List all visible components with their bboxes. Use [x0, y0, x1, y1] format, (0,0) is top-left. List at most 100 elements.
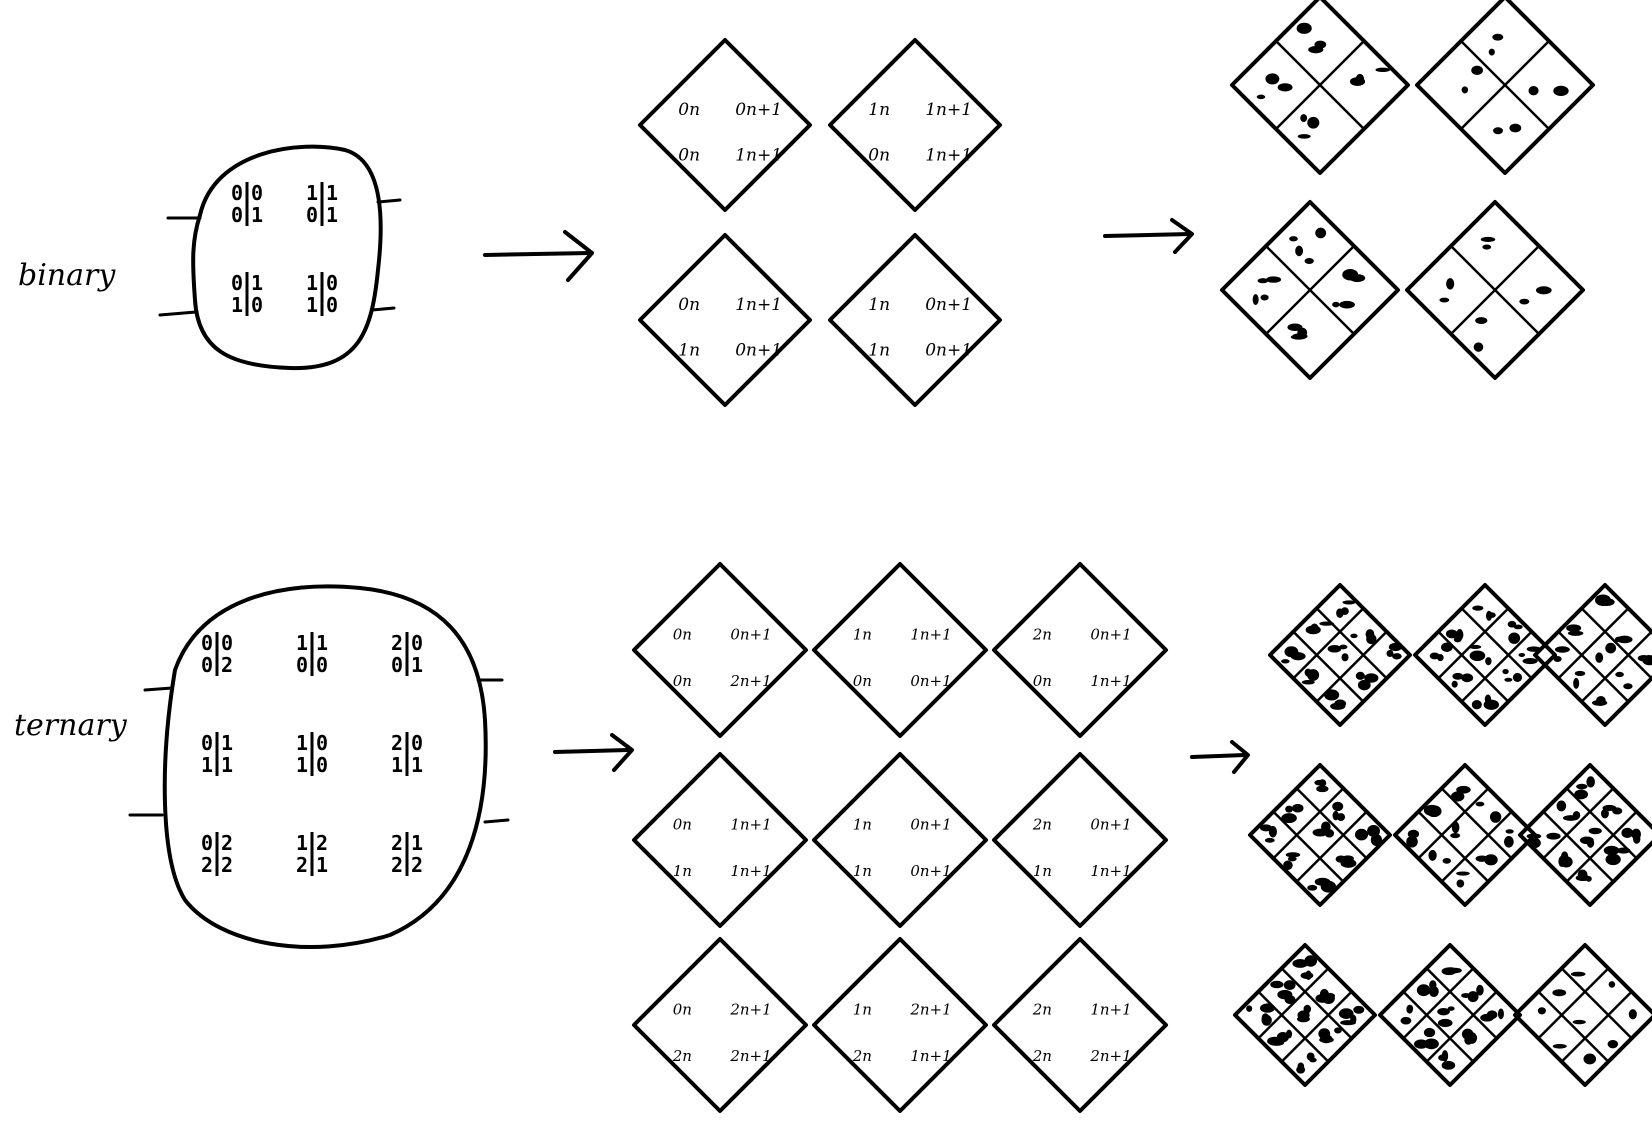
- ink-mark: [1349, 274, 1366, 283]
- ink-mark: [1277, 83, 1293, 92]
- ink-mark: [1270, 980, 1284, 989]
- ink-mark: [1292, 959, 1308, 968]
- ink-mark: [1507, 620, 1517, 628]
- ink-mark: [1576, 783, 1588, 790]
- tile-label-left: 0n: [673, 672, 692, 690]
- diamond-tile: 1n 0n+1 1n 0n+1: [812, 752, 988, 928]
- tile-outline: [638, 233, 812, 407]
- ink-mark: [1482, 244, 1492, 250]
- rule-digit-br: 0: [316, 653, 328, 677]
- tile-label-left: 1n: [678, 341, 700, 361]
- ink-mark: [1574, 789, 1589, 800]
- ink-mark: [1456, 871, 1470, 876]
- ink-mark: [1307, 884, 1318, 891]
- ink-mark: [1456, 629, 1464, 641]
- ink-mark: [1305, 625, 1321, 635]
- ink-mark: [1493, 127, 1503, 135]
- ink-mark: [1441, 642, 1453, 652]
- ternary-compound-tiles: [1233, 583, 1652, 1087]
- ink-mark: [1338, 1008, 1354, 1019]
- tile-label-left: 0n: [1033, 672, 1052, 690]
- ink-mark: [1442, 857, 1451, 864]
- ink-mark: [1260, 294, 1269, 301]
- ink-mark: [1497, 1008, 1504, 1020]
- ink-mark: [1300, 114, 1308, 123]
- ink-mark: [1518, 652, 1526, 657]
- ink-mark: [1567, 630, 1584, 636]
- ink-mark: [1572, 1019, 1586, 1025]
- diamond-tile: 0n 2n+1 2n 2n+1: [632, 937, 808, 1113]
- ink-mark: [1364, 673, 1379, 683]
- compound-outline: [1230, 0, 1410, 175]
- ink-mark: [1631, 828, 1641, 840]
- tile-label-right: 1n+1: [925, 100, 972, 120]
- grid-line: [1425, 967, 1498, 1040]
- tile-label-left: 1n: [1033, 862, 1052, 880]
- ink-mark: [1281, 659, 1290, 664]
- grid-line: [1280, 967, 1353, 1040]
- diamond-tile: 0n 0n+1 0n 2n+1: [632, 562, 808, 738]
- ink-mark: [1332, 301, 1340, 308]
- rule-digit-br: 1: [411, 753, 423, 777]
- grid-line: [1295, 787, 1368, 860]
- grid-line: [1537, 967, 1610, 1040]
- grid-line: [1460, 630, 1533, 703]
- ink-mark: [1301, 680, 1315, 685]
- rule-digit-bl: 1: [201, 753, 213, 777]
- arrow-right-icon: [1190, 740, 1250, 774]
- grid-line: [1417, 810, 1490, 883]
- ink-mark: [1342, 600, 1356, 605]
- ink-mark: [1304, 258, 1314, 265]
- compound-tile: [1378, 943, 1522, 1087]
- ink-mark: [1446, 278, 1455, 290]
- binary-out-wire-top: [376, 198, 402, 204]
- ink-mark: [1535, 286, 1552, 295]
- tile-outline: [828, 38, 1002, 212]
- rule-digit-br: 0: [251, 293, 263, 317]
- ink-mark: [1502, 668, 1509, 675]
- ink-mark: [1469, 650, 1486, 662]
- tile-outline: [632, 562, 808, 738]
- ink-mark: [1504, 677, 1513, 682]
- ink-mark: [1559, 856, 1573, 868]
- tile-label-right: 2n+1: [729, 1001, 771, 1019]
- rule-digit-bl: 1: [231, 293, 243, 317]
- diamond-tile: 1n 2n+1 2n 1n+1: [812, 937, 988, 1113]
- ternary-in-wire-top: [143, 686, 174, 692]
- tile-label-right: 0n+1: [1090, 816, 1131, 834]
- rule-digit-tl: 1: [296, 831, 308, 855]
- rule-digit-bl: 1: [306, 293, 318, 317]
- grid-line: [1425, 990, 1498, 1063]
- tile-label-bottom: 1n+1: [730, 862, 771, 880]
- diamond-tile: 0n 1n+1 1n 1n+1: [632, 752, 808, 928]
- grid-line: [1440, 810, 1513, 883]
- tile-outline: [992, 752, 1168, 928]
- ink-mark: [1583, 1053, 1597, 1065]
- rule-digit-bl: 2: [296, 853, 308, 877]
- rule-digit-tr: 0: [251, 181, 263, 205]
- ink-mark: [1469, 644, 1482, 649]
- ink-mark: [1605, 642, 1617, 654]
- rule-digit-br: 0: [316, 753, 328, 777]
- ink-mark: [1450, 833, 1461, 839]
- ink-mark: [1266, 276, 1282, 283]
- ink-mark: [1350, 633, 1358, 639]
- ink-mark: [1519, 298, 1530, 305]
- rule-digit-tl: 2: [391, 731, 403, 755]
- rule-cell: 2 12 2: [391, 831, 423, 877]
- tile-label-right: 0n+1: [730, 626, 771, 644]
- tile-outline: [992, 562, 1168, 738]
- ink-mark: [1375, 67, 1391, 73]
- rule-digit-br: 1: [411, 653, 423, 677]
- tile-outline: [632, 937, 808, 1113]
- ink-mark: [1505, 829, 1514, 834]
- rule-digit-tl: 0: [231, 181, 243, 205]
- ink-mark: [1445, 967, 1456, 972]
- compound-tile: [1518, 763, 1652, 907]
- ink-mark: [1480, 236, 1496, 243]
- tile-label-right: 2n+1: [909, 1001, 951, 1019]
- compound-tile: [1230, 0, 1410, 175]
- tile-label-top: 0n: [678, 295, 700, 315]
- ink-mark: [1423, 804, 1440, 816]
- ink-mark: [1334, 1027, 1342, 1034]
